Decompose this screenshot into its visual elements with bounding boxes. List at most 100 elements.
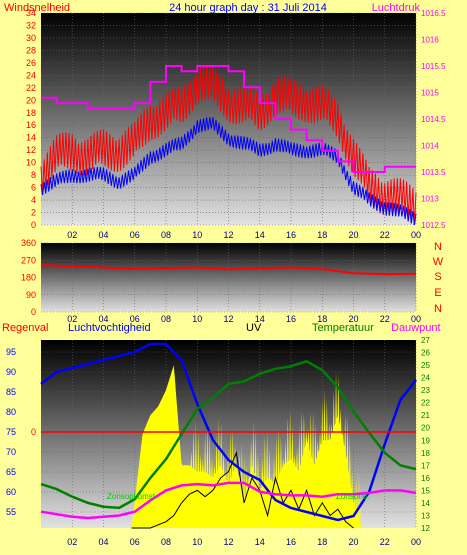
wind-y-tick: 28 (26, 45, 36, 55)
x-tick-label: 10 (192, 230, 202, 240)
wind-y-tick: 22 (26, 83, 36, 93)
x-tick-label: 20 (348, 537, 358, 547)
direction-letter-n-bottom: N (434, 303, 442, 315)
humidity-y-tick: 95 (6, 347, 16, 357)
humidity-y-tick: 60 (6, 487, 16, 497)
humidity-y-tick: 70 (6, 447, 16, 457)
x-tick-label: 04 (98, 230, 108, 240)
wind-y-tick: 34 (26, 8, 36, 18)
x-tick-label: 12 (223, 230, 233, 240)
humidity-y-tick: 75 (6, 427, 16, 437)
wind-y-tick: 2 (31, 208, 36, 218)
humidity-line (40, 342, 417, 522)
direction-y-tick: 0 (31, 307, 36, 317)
wind-y-tick: 6 (31, 183, 36, 193)
direction-series (40, 264, 417, 276)
x-tick-label: 16 (286, 230, 296, 240)
direction-letter-e: E (434, 287, 441, 299)
x-tick-label: 04 (98, 537, 108, 547)
wind-y-tick: 32 (26, 20, 36, 30)
wind-y-tick: 10 (26, 158, 36, 168)
humidity-y-tick: 80 (6, 407, 16, 417)
wind-y-tick: 30 (26, 33, 36, 43)
wind-y-tick: 0 (31, 220, 36, 230)
x-tick-label: 22 (380, 537, 390, 547)
x-tick-label: 06 (130, 537, 140, 547)
pressure-line (41, 65, 416, 173)
x-tick-label: 14 (255, 230, 265, 240)
x-tick-label: 12 (223, 537, 233, 547)
direction-letter-w: W (433, 256, 444, 268)
wind-average-line (40, 117, 417, 226)
x-tick-label: 20 (348, 314, 358, 324)
temperature-y-tick: 17 (421, 461, 430, 470)
x-tick-label: 02 (67, 537, 77, 547)
x-tick-label: 20 (348, 230, 358, 240)
dewpoint-line (40, 481, 417, 520)
temperature-y-tick: 21 (421, 411, 430, 420)
direction-letter-s: S (434, 271, 441, 283)
sunrise-annotation: Zonsopkomst (107, 492, 156, 501)
wind-direction-line (40, 264, 417, 276)
temperature-y-tick: 27 (421, 336, 430, 345)
x-tick-label: 08 (161, 537, 171, 547)
temperature-y-tick: 24 (421, 374, 430, 383)
temperature-y-tick: 14 (421, 499, 430, 508)
temperature-y-tick: 20 (421, 424, 430, 433)
direction-letter-n-top: N (434, 241, 442, 253)
humidity-label: Luchtvochtigheid (68, 322, 151, 334)
pressure-y-tick: 1012.5 (421, 221, 446, 230)
x-tick-label: 14 (255, 537, 265, 547)
pressure-y-tick: 1016.5 (421, 9, 446, 18)
wind-axis-label: Windsnelheid (4, 2, 70, 14)
x-tick-label: 22 (380, 314, 390, 324)
wind-y-tick: 4 (31, 195, 36, 205)
direction-y-tick: 360 (21, 238, 36, 248)
x-tick-label: 00 (411, 314, 421, 324)
rain-tick: 0 (31, 427, 36, 437)
axis-ticks: 02468101214161820222426283032341012.5101… (6, 8, 446, 547)
wind-y-tick: 14 (26, 133, 36, 143)
pressure-y-tick: 1013 (421, 195, 439, 204)
pressure-y-tick: 1016 (421, 36, 439, 45)
wind-y-tick: 8 (31, 170, 36, 180)
temperature-y-tick: 16 (421, 474, 430, 483)
x-tick-label: 00 (411, 230, 421, 240)
wind-gust-line (40, 64, 417, 226)
uv-label: UV (246, 322, 262, 334)
humidity-y-tick: 90 (6, 367, 16, 377)
wind-y-tick: 26 (26, 58, 36, 68)
dewpoint-label: Dauwpunt (391, 322, 441, 334)
sunset-annotation: Zonsond. (336, 492, 369, 501)
rain-label: Regenval (2, 322, 48, 334)
x-tick-label: 02 (67, 314, 77, 324)
temperature-line (40, 359, 417, 510)
temperature-label: Temperatuur (312, 322, 374, 334)
direction-y-tick: 180 (21, 273, 36, 283)
temperature-y-tick: 22 (421, 399, 430, 408)
pressure-y-tick: 1015 (421, 89, 439, 98)
temperature-y-tick: 15 (421, 486, 430, 495)
humidity-y-tick: 65 (6, 467, 16, 477)
pressure-y-tick: 1015.5 (421, 62, 446, 71)
x-tick-label: 18 (317, 537, 327, 547)
x-tick-label: 00 (411, 537, 421, 547)
x-tick-label: 08 (161, 230, 171, 240)
x-tick-label: 22 (380, 230, 390, 240)
pressure-y-tick: 1014.5 (421, 115, 446, 124)
wind-y-tick: 16 (26, 120, 36, 130)
x-tick-label: 18 (317, 230, 327, 240)
x-tick-label: 16 (286, 537, 296, 547)
direction-y-tick: 270 (21, 255, 36, 265)
x-tick-label: 16 (286, 314, 296, 324)
temperature-y-tick: 12 (421, 524, 430, 533)
temperature-y-tick: 25 (421, 361, 430, 370)
solar-radiation-area (131, 365, 362, 528)
temperature-y-tick: 13 (421, 511, 430, 520)
x-tick-label: 10 (192, 537, 202, 547)
x-tick-label: 06 (130, 314, 140, 324)
temperature-y-tick: 23 (421, 386, 430, 395)
x-tick-label: 02 (67, 230, 77, 240)
temperature-y-tick: 18 (421, 449, 430, 458)
